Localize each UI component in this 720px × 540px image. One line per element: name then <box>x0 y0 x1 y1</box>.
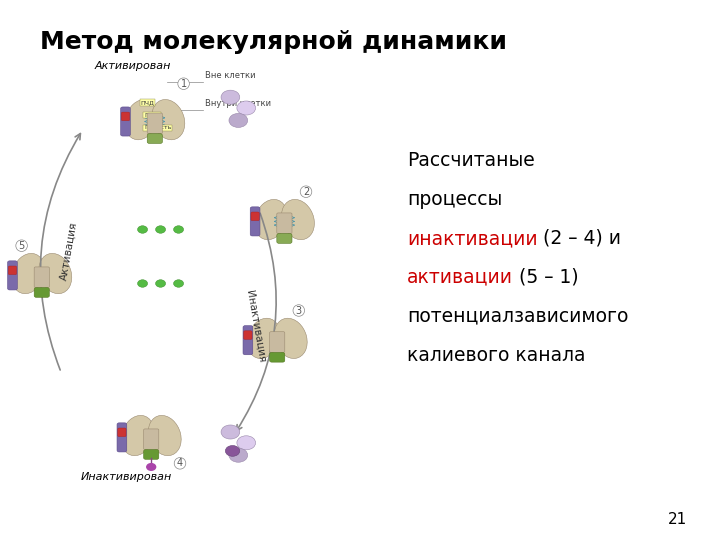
Text: процессы: процессы <box>407 190 502 209</box>
FancyBboxPatch shape <box>143 450 159 460</box>
FancyBboxPatch shape <box>9 266 17 275</box>
Text: Активирован: Активирован <box>95 61 171 71</box>
Text: потенциалзависимого: потенциалзависимого <box>407 307 628 326</box>
Ellipse shape <box>274 318 307 359</box>
Ellipse shape <box>152 99 185 140</box>
FancyBboxPatch shape <box>117 423 127 452</box>
Circle shape <box>221 90 240 104</box>
FancyBboxPatch shape <box>121 107 130 136</box>
FancyBboxPatch shape <box>251 207 260 236</box>
FancyBboxPatch shape <box>122 112 130 121</box>
Text: Пора: Пора <box>144 112 161 118</box>
Circle shape <box>156 226 166 233</box>
FancyBboxPatch shape <box>147 134 163 144</box>
Text: Метод молекулярной динамики: Метод молекулярной динамики <box>40 30 507 53</box>
FancyBboxPatch shape <box>269 332 285 353</box>
Circle shape <box>225 446 240 456</box>
FancyBboxPatch shape <box>243 326 253 355</box>
Text: инактивации: инактивации <box>407 229 537 248</box>
Text: 4: 4 <box>177 458 183 468</box>
Text: Вне клетки: Вне клетки <box>205 71 256 80</box>
Circle shape <box>138 226 148 233</box>
FancyBboxPatch shape <box>251 212 259 221</box>
Text: (5 – 1): (5 – 1) <box>513 268 578 287</box>
Ellipse shape <box>247 318 280 359</box>
Text: калиевого канала: калиевого канала <box>407 346 585 365</box>
Ellipse shape <box>12 253 45 294</box>
Text: активации: активации <box>407 268 513 287</box>
Text: Инактивация: Инактивация <box>244 290 267 363</box>
Text: Полость: Полость <box>144 125 171 131</box>
FancyBboxPatch shape <box>276 234 292 244</box>
Text: Активация: Активация <box>58 221 78 281</box>
Ellipse shape <box>125 99 158 140</box>
Circle shape <box>221 425 240 439</box>
FancyBboxPatch shape <box>143 429 159 450</box>
Text: ПЧД: ПЧД <box>140 100 154 105</box>
FancyBboxPatch shape <box>147 113 163 134</box>
Circle shape <box>147 464 156 470</box>
Text: 2: 2 <box>303 187 309 197</box>
Ellipse shape <box>39 253 72 294</box>
Circle shape <box>229 113 248 127</box>
Circle shape <box>229 448 248 462</box>
FancyBboxPatch shape <box>8 261 17 290</box>
FancyBboxPatch shape <box>34 288 50 298</box>
Text: Инактивирован: Инактивирован <box>81 472 171 483</box>
Ellipse shape <box>148 415 181 456</box>
Text: 3: 3 <box>296 306 302 315</box>
Circle shape <box>138 280 148 287</box>
Ellipse shape <box>282 199 315 240</box>
FancyBboxPatch shape <box>34 267 50 288</box>
FancyBboxPatch shape <box>276 213 292 234</box>
Text: Внутри клетки: Внутри клетки <box>205 99 271 108</box>
Ellipse shape <box>121 415 154 456</box>
Text: Рассчитаные: Рассчитаные <box>407 151 534 170</box>
FancyBboxPatch shape <box>244 331 252 340</box>
Text: 1: 1 <box>181 79 186 89</box>
Text: 5: 5 <box>19 241 24 251</box>
Circle shape <box>237 101 256 115</box>
Circle shape <box>174 226 184 233</box>
Circle shape <box>237 436 256 450</box>
Ellipse shape <box>254 199 287 240</box>
FancyBboxPatch shape <box>269 353 285 362</box>
Circle shape <box>174 280 184 287</box>
FancyBboxPatch shape <box>118 428 126 437</box>
Text: 21: 21 <box>668 511 688 526</box>
Circle shape <box>156 280 166 287</box>
Text: (2 – 4) и: (2 – 4) и <box>537 229 621 248</box>
